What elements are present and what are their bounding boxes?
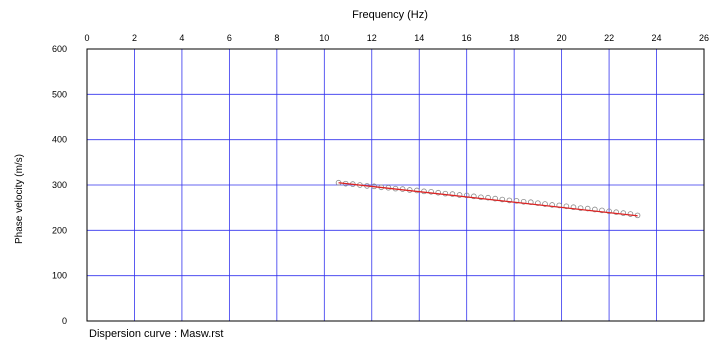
data-point xyxy=(442,190,449,197)
y-tick-labels: 0 100 200 300 400 500 600 xyxy=(52,44,67,326)
data-point xyxy=(435,189,442,196)
x-tick-label: 20 xyxy=(557,33,567,43)
data-point xyxy=(599,207,605,214)
data-point xyxy=(563,203,570,210)
x-tick-label: 24 xyxy=(652,33,662,43)
y-axis-label: Phase velocity (m/s) xyxy=(14,154,25,244)
y-tick-label: 100 xyxy=(52,271,67,281)
data-point xyxy=(506,197,513,204)
data-point xyxy=(570,204,577,211)
data-point xyxy=(499,196,506,203)
data-point xyxy=(620,210,627,216)
data-point xyxy=(428,189,434,195)
data-point xyxy=(542,201,548,207)
data-point xyxy=(627,211,634,217)
data-point xyxy=(471,193,477,200)
x-tick-label: 6 xyxy=(227,33,232,43)
y-tick-label: 0 xyxy=(62,316,67,326)
data-point xyxy=(520,198,527,205)
data-point xyxy=(584,205,591,212)
fit-line-group xyxy=(338,182,638,217)
data-point xyxy=(478,194,484,201)
x-tick-label: 12 xyxy=(367,33,377,43)
x-axis-label: Frequency (Hz) xyxy=(352,9,428,21)
x-tick-label: 16 xyxy=(462,33,472,43)
data-point xyxy=(535,200,541,206)
data-point xyxy=(463,192,470,199)
data-point xyxy=(513,198,520,204)
x-tick-label: 0 xyxy=(84,33,89,43)
fit-line xyxy=(338,182,638,217)
data-point xyxy=(485,194,491,201)
x-tick-label: 14 xyxy=(414,33,424,43)
data-point xyxy=(549,202,555,208)
plot-frame xyxy=(86,48,705,322)
data-point xyxy=(492,195,498,202)
data-point xyxy=(449,191,456,197)
data-point xyxy=(414,187,420,194)
x-tick-label: 22 xyxy=(604,33,614,43)
x-tick-label: 10 xyxy=(319,33,329,43)
data-point xyxy=(577,205,584,211)
y-tick-label: 500 xyxy=(52,89,67,99)
data-point xyxy=(613,209,619,216)
data-point xyxy=(592,206,598,213)
y-tick-label: 400 xyxy=(52,135,67,145)
y-tick-label: 600 xyxy=(52,44,67,54)
y-tick-label: 300 xyxy=(52,180,67,190)
data-point xyxy=(606,208,612,215)
grid-lines xyxy=(87,49,704,321)
chart-caption: Dispersion curve : Masw.rst xyxy=(89,328,223,340)
x-tick-label: 4 xyxy=(179,33,184,43)
data-point xyxy=(456,192,463,198)
x-tick-label: 18 xyxy=(509,33,519,43)
x-tick-label: 8 xyxy=(274,33,279,43)
x-tick-labels: 0 2 4 6 8 10 12 14 16 18 20 22 24 26 xyxy=(84,33,709,43)
x-tick-label: 2 xyxy=(132,33,137,43)
y-tick-label: 200 xyxy=(52,225,67,235)
x-tick-label: 26 xyxy=(699,33,709,43)
